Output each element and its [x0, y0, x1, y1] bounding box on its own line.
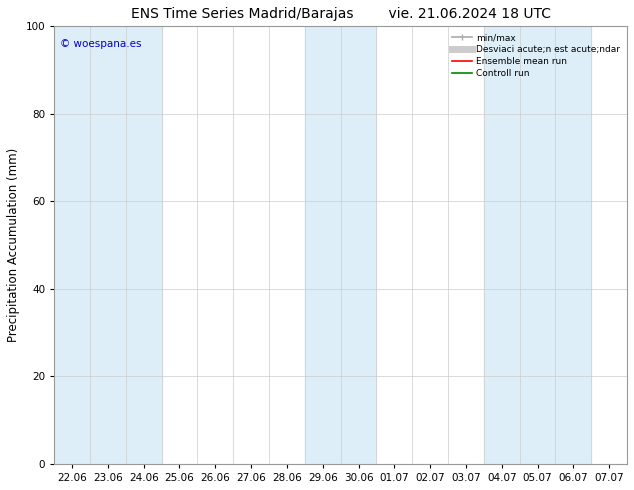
Text: © woespana.es: © woespana.es: [60, 39, 141, 49]
Bar: [484, 26, 592, 464]
Legend: min/max, Desviaci acute;n est acute;ndar, Ensemble mean run, Controll run: min/max, Desviaci acute;n est acute;ndar…: [449, 30, 623, 82]
Y-axis label: Precipitation Accumulation (mm): Precipitation Accumulation (mm): [7, 148, 20, 343]
Bar: [54, 26, 162, 464]
Title: ENS Time Series Madrid/Barajas        vie. 21.06.2024 18 UTC: ENS Time Series Madrid/Barajas vie. 21.0…: [131, 7, 550, 21]
Bar: [305, 26, 377, 464]
